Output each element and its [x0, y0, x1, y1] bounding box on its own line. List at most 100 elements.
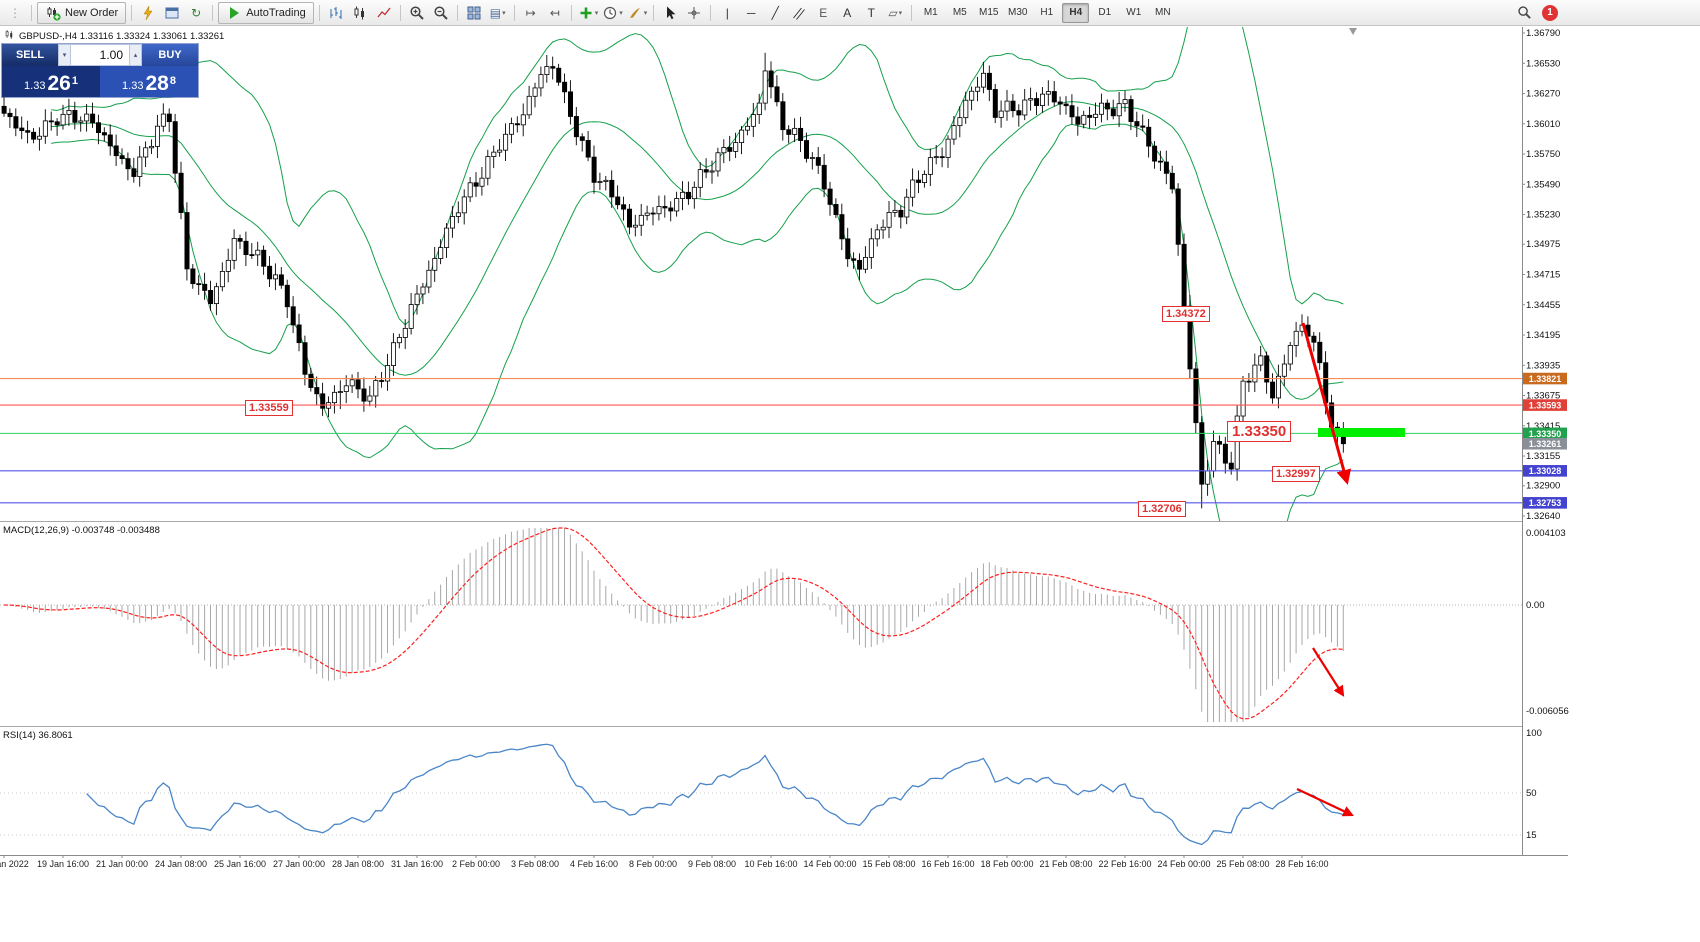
buy-price[interactable]: 1.33 28 8 — [100, 66, 198, 97]
timeframe-h4[interactable]: H4 — [1062, 2, 1090, 23]
candle-body — [544, 66, 550, 76]
notification-badge[interactable]: 1 — [1542, 4, 1558, 21]
candle-body — [798, 127, 804, 141]
rsi-scale-label: 50 — [1526, 788, 1537, 799]
candle-body — [202, 283, 208, 291]
candle-body — [632, 224, 638, 228]
candle-body — [154, 125, 160, 147]
candle-body — [37, 135, 43, 140]
timeframe-mn[interactable]: MN — [1154, 7, 1171, 18]
time-axis-label: 4 Feb 16:00 — [570, 859, 618, 869]
candle-body — [562, 81, 568, 93]
quick-trade-icon[interactable] — [137, 2, 159, 24]
bollinger-upper-band[interactable] — [51, 0, 1344, 326]
bar-chart-icon[interactable] — [325, 2, 347, 24]
buy-button[interactable]: BUY — [142, 44, 198, 66]
text-icon-glyph: A — [843, 5, 852, 20]
toolbar-separator — [513, 4, 515, 21]
neworder-svg — [47, 6, 61, 21]
one-click-trading-panel: SELL ▾ 1.00 ▴ BUY 1.33 26 1 1.33 28 8 — [2, 44, 198, 97]
candle-body — [302, 342, 308, 375]
price-annotation[interactable]: 1.33350 — [1227, 421, 1292, 442]
sell-button[interactable]: SELL — [2, 44, 58, 66]
timeframe-m5[interactable]: M5 — [952, 7, 967, 18]
candle-body — [709, 170, 715, 173]
text-icon[interactable]: A — [836, 2, 858, 24]
auto-scroll-icon[interactable]: ↦ — [520, 2, 542, 24]
equidistant-channel-icon[interactable] — [788, 2, 810, 24]
template-icon[interactable]: ▾ — [626, 2, 649, 24]
timeframe-m30[interactable]: M30 — [1008, 7, 1028, 18]
new-order-button[interactable]: New Order — [37, 1, 127, 24]
chart-shift-icon[interactable]: ↤ — [544, 2, 566, 24]
price-annotation[interactable]: 1.34372 — [1162, 306, 1210, 322]
autotrading-button[interactable]: AutoTrading — [218, 1, 314, 24]
main-chart-area — [0, 0, 1522, 584]
candle-body — [845, 238, 851, 260]
macd-scale-label: 0.004103 — [1526, 528, 1566, 539]
candle-body — [149, 145, 155, 149]
trend-arrow-main[interactable] — [1301, 322, 1352, 485]
price-scale-tick: 1.36530 — [1526, 58, 1560, 69]
timeframe-m1[interactable]: M1 — [923, 7, 938, 18]
trendline-icon[interactable]: ╱ — [764, 2, 786, 24]
highlight-rectangle[interactable] — [1318, 428, 1405, 437]
candle-body — [969, 90, 975, 101]
timeframe-w1[interactable]: W1 — [1126, 7, 1142, 18]
candle-body — [615, 196, 621, 206]
market-watch-icon[interactable] — [161, 2, 183, 24]
play-svg — [230, 6, 240, 19]
candle-body — [172, 121, 178, 174]
add-indicator-icon[interactable]: ▾ — [577, 2, 600, 24]
candle-body — [331, 391, 337, 404]
candle-body — [84, 113, 90, 122]
bollinger-lower-band[interactable] — [51, 123, 1344, 584]
refresh-icon[interactable]: ↻ — [185, 2, 207, 24]
fibonacci-icon[interactable]: E — [812, 2, 834, 24]
candle-body — [31, 131, 37, 140]
volume-input[interactable]: 1.00 — [71, 44, 129, 66]
candle-body — [1311, 335, 1317, 343]
window-grip-icon-glyph: ⋮ — [9, 5, 21, 20]
chart-shift-marker[interactable] — [1349, 28, 1357, 35]
volume-increase-button[interactable]: ▴ — [129, 44, 142, 66]
candle-body — [1146, 126, 1152, 147]
candlestick-chart-icon[interactable] — [349, 2, 371, 24]
search-icon[interactable] — [1513, 2, 1535, 24]
price-annotation[interactable]: 1.33559 — [245, 400, 293, 416]
price-annotation[interactable]: 1.32997 — [1272, 466, 1320, 482]
candle-body — [190, 268, 196, 285]
bollinger-middle-band[interactable] — [51, 101, 1344, 400]
candle-body — [361, 388, 367, 402]
volume-decrease-button[interactable]: ▾ — [58, 44, 71, 66]
toolbar-separator — [456, 4, 458, 21]
candle-body — [609, 179, 615, 198]
candle-body — [857, 259, 863, 270]
candle-body — [237, 238, 243, 242]
timeframe-m15[interactable]: M15 — [979, 7, 999, 18]
cursor-icon[interactable] — [659, 2, 681, 24]
zoom-out-icon[interactable] — [430, 2, 452, 24]
candle-body — [1122, 99, 1128, 105]
trend-arrow-macd[interactable] — [1312, 647, 1345, 697]
time-axis-label: 19 Jan 16:00 — [37, 859, 89, 869]
candle-body — [532, 87, 538, 97]
timeframe-d1[interactable]: D1 — [1098, 7, 1112, 18]
line-chart-icon[interactable] — [373, 2, 395, 24]
text-label-icon[interactable]: T — [860, 2, 882, 24]
crosshair-icon[interactable] — [683, 2, 705, 24]
candle-body — [19, 127, 25, 132]
price-annotation[interactable]: 1.32706 — [1138, 501, 1186, 517]
window-grip-icon[interactable]: ⋮ — [4, 2, 26, 24]
arrows-icon[interactable]: ▱ ▾ — [884, 2, 906, 24]
period-selector-icon[interactable]: ▾ — [601, 2, 624, 24]
timeframe-h1[interactable]: H1 — [1040, 7, 1054, 18]
brush-svg — [629, 7, 640, 18]
tile-windows-icon[interactable] — [463, 2, 485, 24]
trend-arrow-rsi[interactable] — [1296, 788, 1354, 817]
vertical-line-icon[interactable]: | — [716, 2, 738, 24]
horizontal-line-icon[interactable]: ─ — [740, 2, 762, 24]
sell-price[interactable]: 1.33 26 1 — [2, 66, 100, 97]
profiles-icon[interactable]: ▤ ▾ — [487, 2, 509, 24]
zoom-in-icon[interactable] — [406, 2, 428, 24]
